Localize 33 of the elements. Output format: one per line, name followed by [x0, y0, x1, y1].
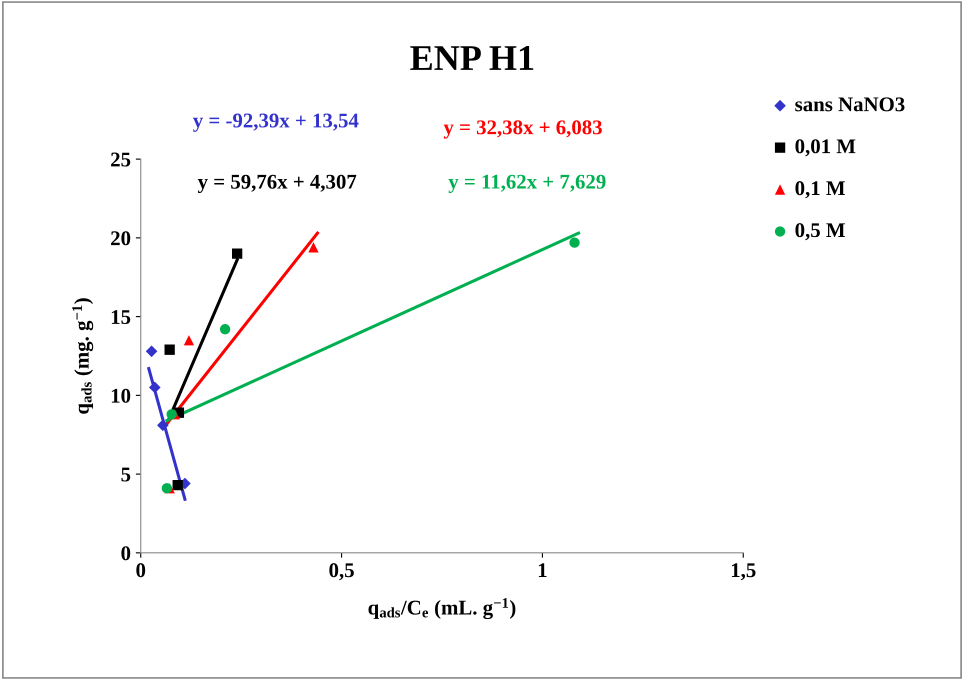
annotation: y = 59,76x + 4,307 — [198, 174, 356, 194]
point — [157, 419, 169, 432]
point — [220, 324, 230, 334]
y-axis-title: q$_{ads}$ (mg. g$^{−1}$) — [72, 298, 94, 414]
point — [162, 483, 172, 494]
point — [569, 237, 580, 248]
legend-label: 0,1 M — [795, 181, 845, 198]
text: y = -92,39x + 13,54 — [193, 114, 359, 132]
legend-label: 0,01 M — [795, 139, 856, 156]
y-tick-label: 0 — [121, 546, 130, 560]
y-tick-label: 10 — [112, 388, 130, 403]
legend-label: 0,5 M — [795, 223, 845, 240]
y-tick-label: 25 — [111, 152, 130, 167]
x-tick-label: 0,5 — [329, 563, 354, 580]
point — [148, 382, 161, 394]
legend-label: sans NaNO3 — [795, 97, 904, 112]
chart-title: ENP H1 — [410, 46, 534, 70]
x-tick-label: 1 — [538, 563, 547, 578]
point — [164, 344, 175, 355]
x-tick-label: 1,5 — [732, 563, 756, 580]
text: y = 32,38x + 6,083 — [444, 120, 602, 139]
point — [184, 335, 194, 346]
point — [146, 345, 158, 358]
point — [172, 480, 183, 490]
point — [232, 248, 242, 259]
x-tick-label: 0 — [136, 563, 146, 578]
y-tick-label: 20 — [111, 231, 130, 246]
point — [166, 409, 177, 420]
x-axis-title: q$_{ads}$/C$_{e}$ (mL. g$^{−1}$) — [368, 598, 516, 620]
y-tick-label: 5 — [121, 468, 130, 482]
annotation: y = 11,62x + 7,629 — [448, 174, 606, 194]
y-tick-label: 15 — [112, 310, 130, 324]
point — [308, 242, 319, 252]
